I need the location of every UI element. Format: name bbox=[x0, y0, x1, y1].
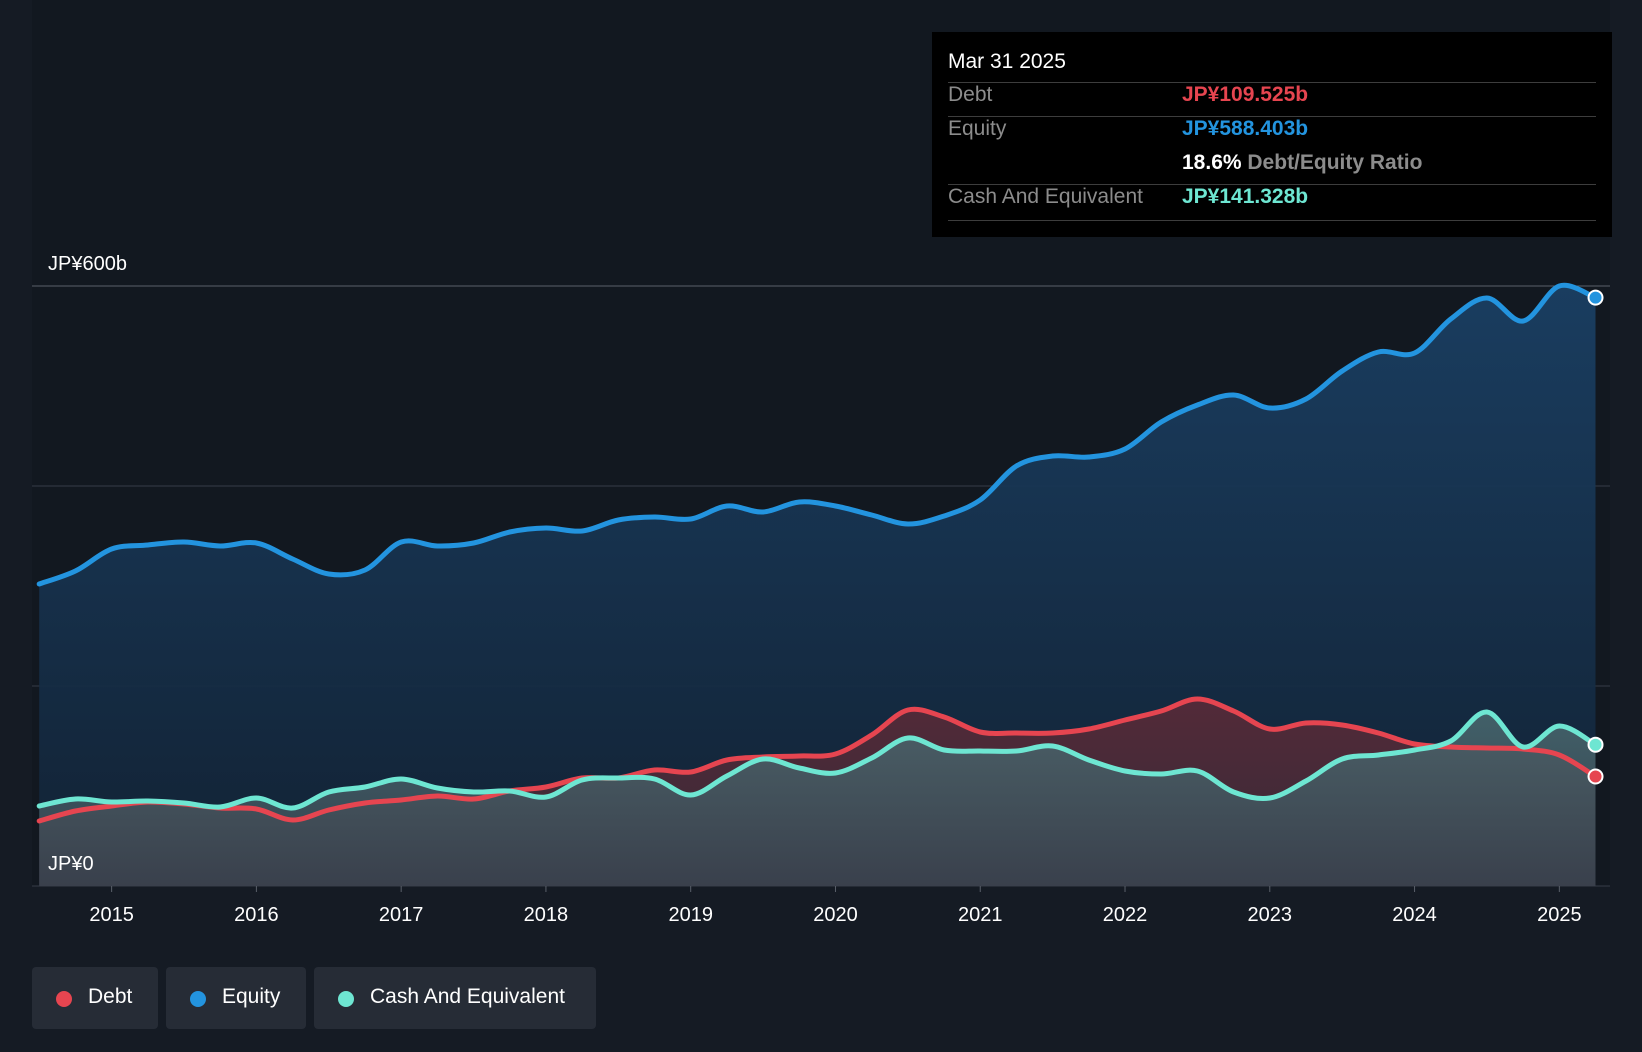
cash-line bbox=[36, 709, 1598, 811]
tooltip-ratio: 18.6% Debt/Equity Ratio bbox=[1182, 151, 1422, 175]
y-axis-label: JP¥600b bbox=[48, 253, 127, 275]
legend-label-equity: Equity bbox=[222, 985, 281, 1008]
tooltip-divider bbox=[948, 82, 1596, 83]
tooltip-divider bbox=[948, 220, 1596, 221]
cash-dot-icon bbox=[338, 991, 354, 1007]
equity-dot-icon bbox=[190, 991, 206, 1007]
equity-line bbox=[36, 282, 1598, 587]
cash-marker bbox=[1587, 736, 1604, 753]
tooltip-ratio-label: Debt/Equity Ratio bbox=[1247, 151, 1423, 174]
legend-item-debt[interactable]: Debt bbox=[32, 967, 158, 1029]
x-axis-label: 2019 bbox=[668, 904, 713, 926]
tooltip-divider bbox=[948, 184, 1596, 185]
y-axis-label: JP¥0 bbox=[48, 853, 94, 875]
tooltip-divider bbox=[948, 116, 1596, 117]
cash-area bbox=[39, 711, 1596, 886]
tooltip: Mar 31 2025 Debt JP¥109.525b Equity JP¥5… bbox=[932, 32, 1612, 237]
equity-marker bbox=[1587, 289, 1604, 306]
legend-label-cash: Cash And Equivalent bbox=[370, 985, 565, 1008]
x-axis-label: 2020 bbox=[813, 904, 858, 926]
tooltip-ratio-value: 18.6% bbox=[1182, 151, 1242, 174]
legend-item-equity[interactable]: Equity bbox=[166, 967, 306, 1029]
tooltip-debt-label: Debt bbox=[948, 83, 993, 106]
x-axis-label: 2021 bbox=[958, 904, 1003, 926]
x-axis-label: 2016 bbox=[234, 904, 279, 926]
tooltip-equity-label: Equity bbox=[948, 117, 1007, 140]
x-axis-label: 2024 bbox=[1392, 904, 1437, 926]
debt-dot-icon bbox=[56, 991, 72, 1007]
x-axis-label: 2022 bbox=[1103, 904, 1148, 926]
legend-item-cash[interactable]: Cash And Equivalent bbox=[314, 967, 596, 1029]
debt-marker bbox=[1587, 768, 1604, 785]
tooltip-debt-value: JP¥109.525b bbox=[1182, 83, 1309, 106]
tooltip-equity-value: JP¥588.403b bbox=[1182, 117, 1309, 140]
tooltip-cash-label: Cash And Equivalent bbox=[948, 185, 1143, 208]
x-axis-label: 2025 bbox=[1537, 904, 1582, 926]
legend-label-debt: Debt bbox=[88, 985, 133, 1008]
x-axis-label: 2018 bbox=[524, 904, 569, 926]
x-axis-label: 2017 bbox=[379, 904, 424, 926]
x-axis-label: 2023 bbox=[1248, 904, 1293, 926]
tooltip-date: Mar 31 2025 bbox=[948, 50, 1066, 73]
tooltip-cash-value: JP¥141.328b bbox=[1182, 185, 1309, 208]
debt-line bbox=[36, 696, 1598, 824]
x-axis-label: 2015 bbox=[89, 904, 134, 926]
